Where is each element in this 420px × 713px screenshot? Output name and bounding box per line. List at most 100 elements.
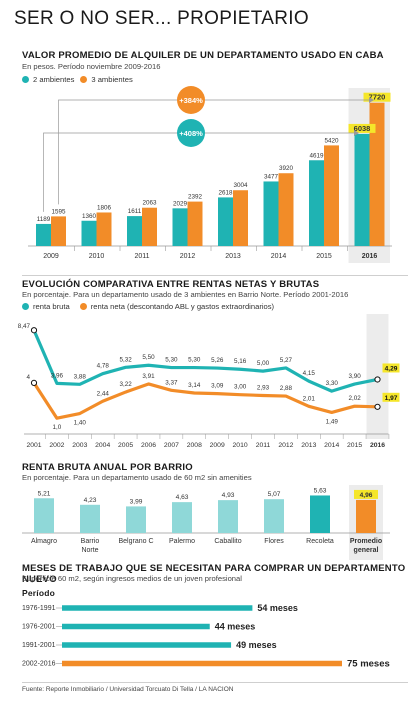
data-label: 4,23 [84, 497, 97, 504]
data-label: 5,07 [268, 491, 281, 498]
chart4-category-header: Período [22, 588, 56, 598]
data-label: 3,30 [326, 380, 339, 387]
annotation-arrow [354, 130, 359, 136]
data-label: 2,01 [303, 395, 316, 402]
chart4-svg: 1976-1991 54 meses 1976-2001 44 meses 1991-2… [22, 603, 390, 670]
chart2-legend-s2: renta neta (descontando ABL y gastos ext… [90, 302, 275, 311]
data-label: 4,63 [176, 494, 189, 501]
data-label: 3,90 [348, 373, 361, 380]
data-label: 1189 [37, 216, 51, 223]
page-title: SER O NO SER... PROPIETARIO [14, 8, 309, 29]
value-highlight [382, 392, 400, 402]
category-label: 2002-2016 [22, 661, 56, 668]
chart3-svg: 5,21 Almagro 4,23 Barrio Norte 3,99 Belgrano C… [22, 485, 390, 560]
data-label: 1806 [97, 204, 112, 211]
data-label: 3477 [264, 173, 279, 180]
x-tick-label: 2015 [347, 442, 362, 449]
data-label: 2029 [173, 200, 188, 207]
bar-barrio [356, 499, 376, 533]
chart2-legend: renta bruta renta neta (descontando ABL … [22, 302, 274, 311]
x-tick-label: 2003 [72, 442, 87, 449]
x-tick-label: 2006 [141, 442, 156, 449]
legend-dot-teal [22, 76, 29, 83]
bar-3-ambientes [278, 173, 294, 246]
line-endpoint [30, 379, 38, 386]
bar-periodo [62, 642, 232, 648]
x-tick-label: 2010 [233, 442, 248, 449]
bar-barrio [126, 506, 146, 533]
data-label: 5,16 [234, 358, 247, 365]
chart1-subtitle: En pesos. Período noviembre 2009-2016 [22, 62, 161, 71]
annotation-line [58, 99, 369, 205]
data-label: 3,88 [74, 373, 87, 380]
data-label: 5,50 [142, 354, 155, 361]
bar-periodo [62, 605, 253, 611]
data-label: 3,99 [130, 498, 143, 505]
x-tick-label: 2009 [210, 442, 225, 449]
x-tick-label: 2007 [164, 442, 179, 449]
bar-2-ambientes [127, 216, 142, 246]
line-renta-neta [32, 382, 378, 420]
data-label: 49 meses [236, 640, 277, 650]
legend-dot-orange [80, 76, 88, 83]
x-tick-label: 2010 [89, 253, 105, 260]
data-label: 5,21 [38, 490, 51, 497]
data-label: 2063 [142, 200, 157, 207]
x-tick-label: 2011 [256, 442, 271, 449]
data-label: 3,91 [142, 373, 155, 380]
line-endpoint [374, 376, 381, 383]
data-label: 1611 [128, 208, 142, 215]
x-tick-label: Palermo [169, 538, 195, 545]
data-label: 4,78 [97, 363, 110, 370]
bar-barrio [218, 500, 238, 533]
bar-2-ambientes [218, 197, 233, 246]
chart1-legend-s1: 2 ambientes [33, 75, 75, 84]
x-tick-label: Caballito [214, 538, 241, 545]
data-label: 1595 [51, 208, 66, 215]
bar-3-ambientes [233, 190, 248, 246]
x-tick-label: general [354, 547, 379, 554]
data-label: 2,88 [280, 385, 293, 392]
x-tick-label: 2004 [95, 442, 110, 449]
category-label: 1976-1991 [22, 605, 56, 612]
data-label: 3,22 [119, 381, 132, 388]
x-tick-label: Promedio [350, 538, 382, 545]
data-label: 1360 [82, 213, 97, 220]
divider [22, 682, 408, 683]
data-label: 2,02 [348, 395, 361, 402]
chart3-title: RENTA BRUTA ANUAL POR BARRIO [22, 462, 193, 473]
data-label: 3,14 [188, 382, 201, 389]
chart3-subtitle: En porcentaje. Para un departamento usad… [22, 473, 252, 482]
bar-barrio [310, 495, 330, 533]
x-tick-label: 2016 [362, 253, 378, 260]
data-label: 3,96 [51, 372, 64, 379]
data-label: 3,09 [211, 383, 224, 390]
bar-barrio [34, 498, 54, 533]
bar-barrio [80, 504, 100, 533]
data-label: 4619 [309, 152, 324, 159]
chart1-legend-s2: 3 ambientes [91, 75, 133, 84]
x-tick-label: 2002 [49, 442, 64, 449]
data-label: 2392 [188, 194, 203, 201]
bar-3-ambientes [51, 216, 66, 246]
legend-dot-teal [22, 303, 29, 310]
data-label: 4,96 [360, 492, 373, 499]
data-label: 3920 [279, 165, 294, 172]
data-label: 44 meses [215, 622, 256, 632]
value-highlight [354, 489, 378, 499]
chart2-svg: 2001 2002 2003 2004 2005 2006 2007 2008 2009 2010… [18, 314, 400, 449]
annotation-line [43, 132, 354, 212]
chart2-subtitle: En porcentaje. Para un departamento usad… [22, 290, 349, 299]
annotation-label: +384% [179, 96, 203, 105]
data-label: 2618 [218, 189, 233, 196]
value-highlight [348, 123, 376, 133]
data-label: 5420 [324, 137, 339, 144]
value-highlight [382, 363, 400, 373]
data-label: 6038 [354, 124, 371, 133]
data-label: 5,27 [280, 357, 293, 364]
value-highlight [363, 92, 391, 102]
legend-dot-orange [79, 303, 87, 310]
x-tick-label: Belgrano C [118, 538, 153, 545]
bar-3-ambientes [324, 145, 339, 246]
x-tick-label: 2016 [370, 442, 385, 449]
